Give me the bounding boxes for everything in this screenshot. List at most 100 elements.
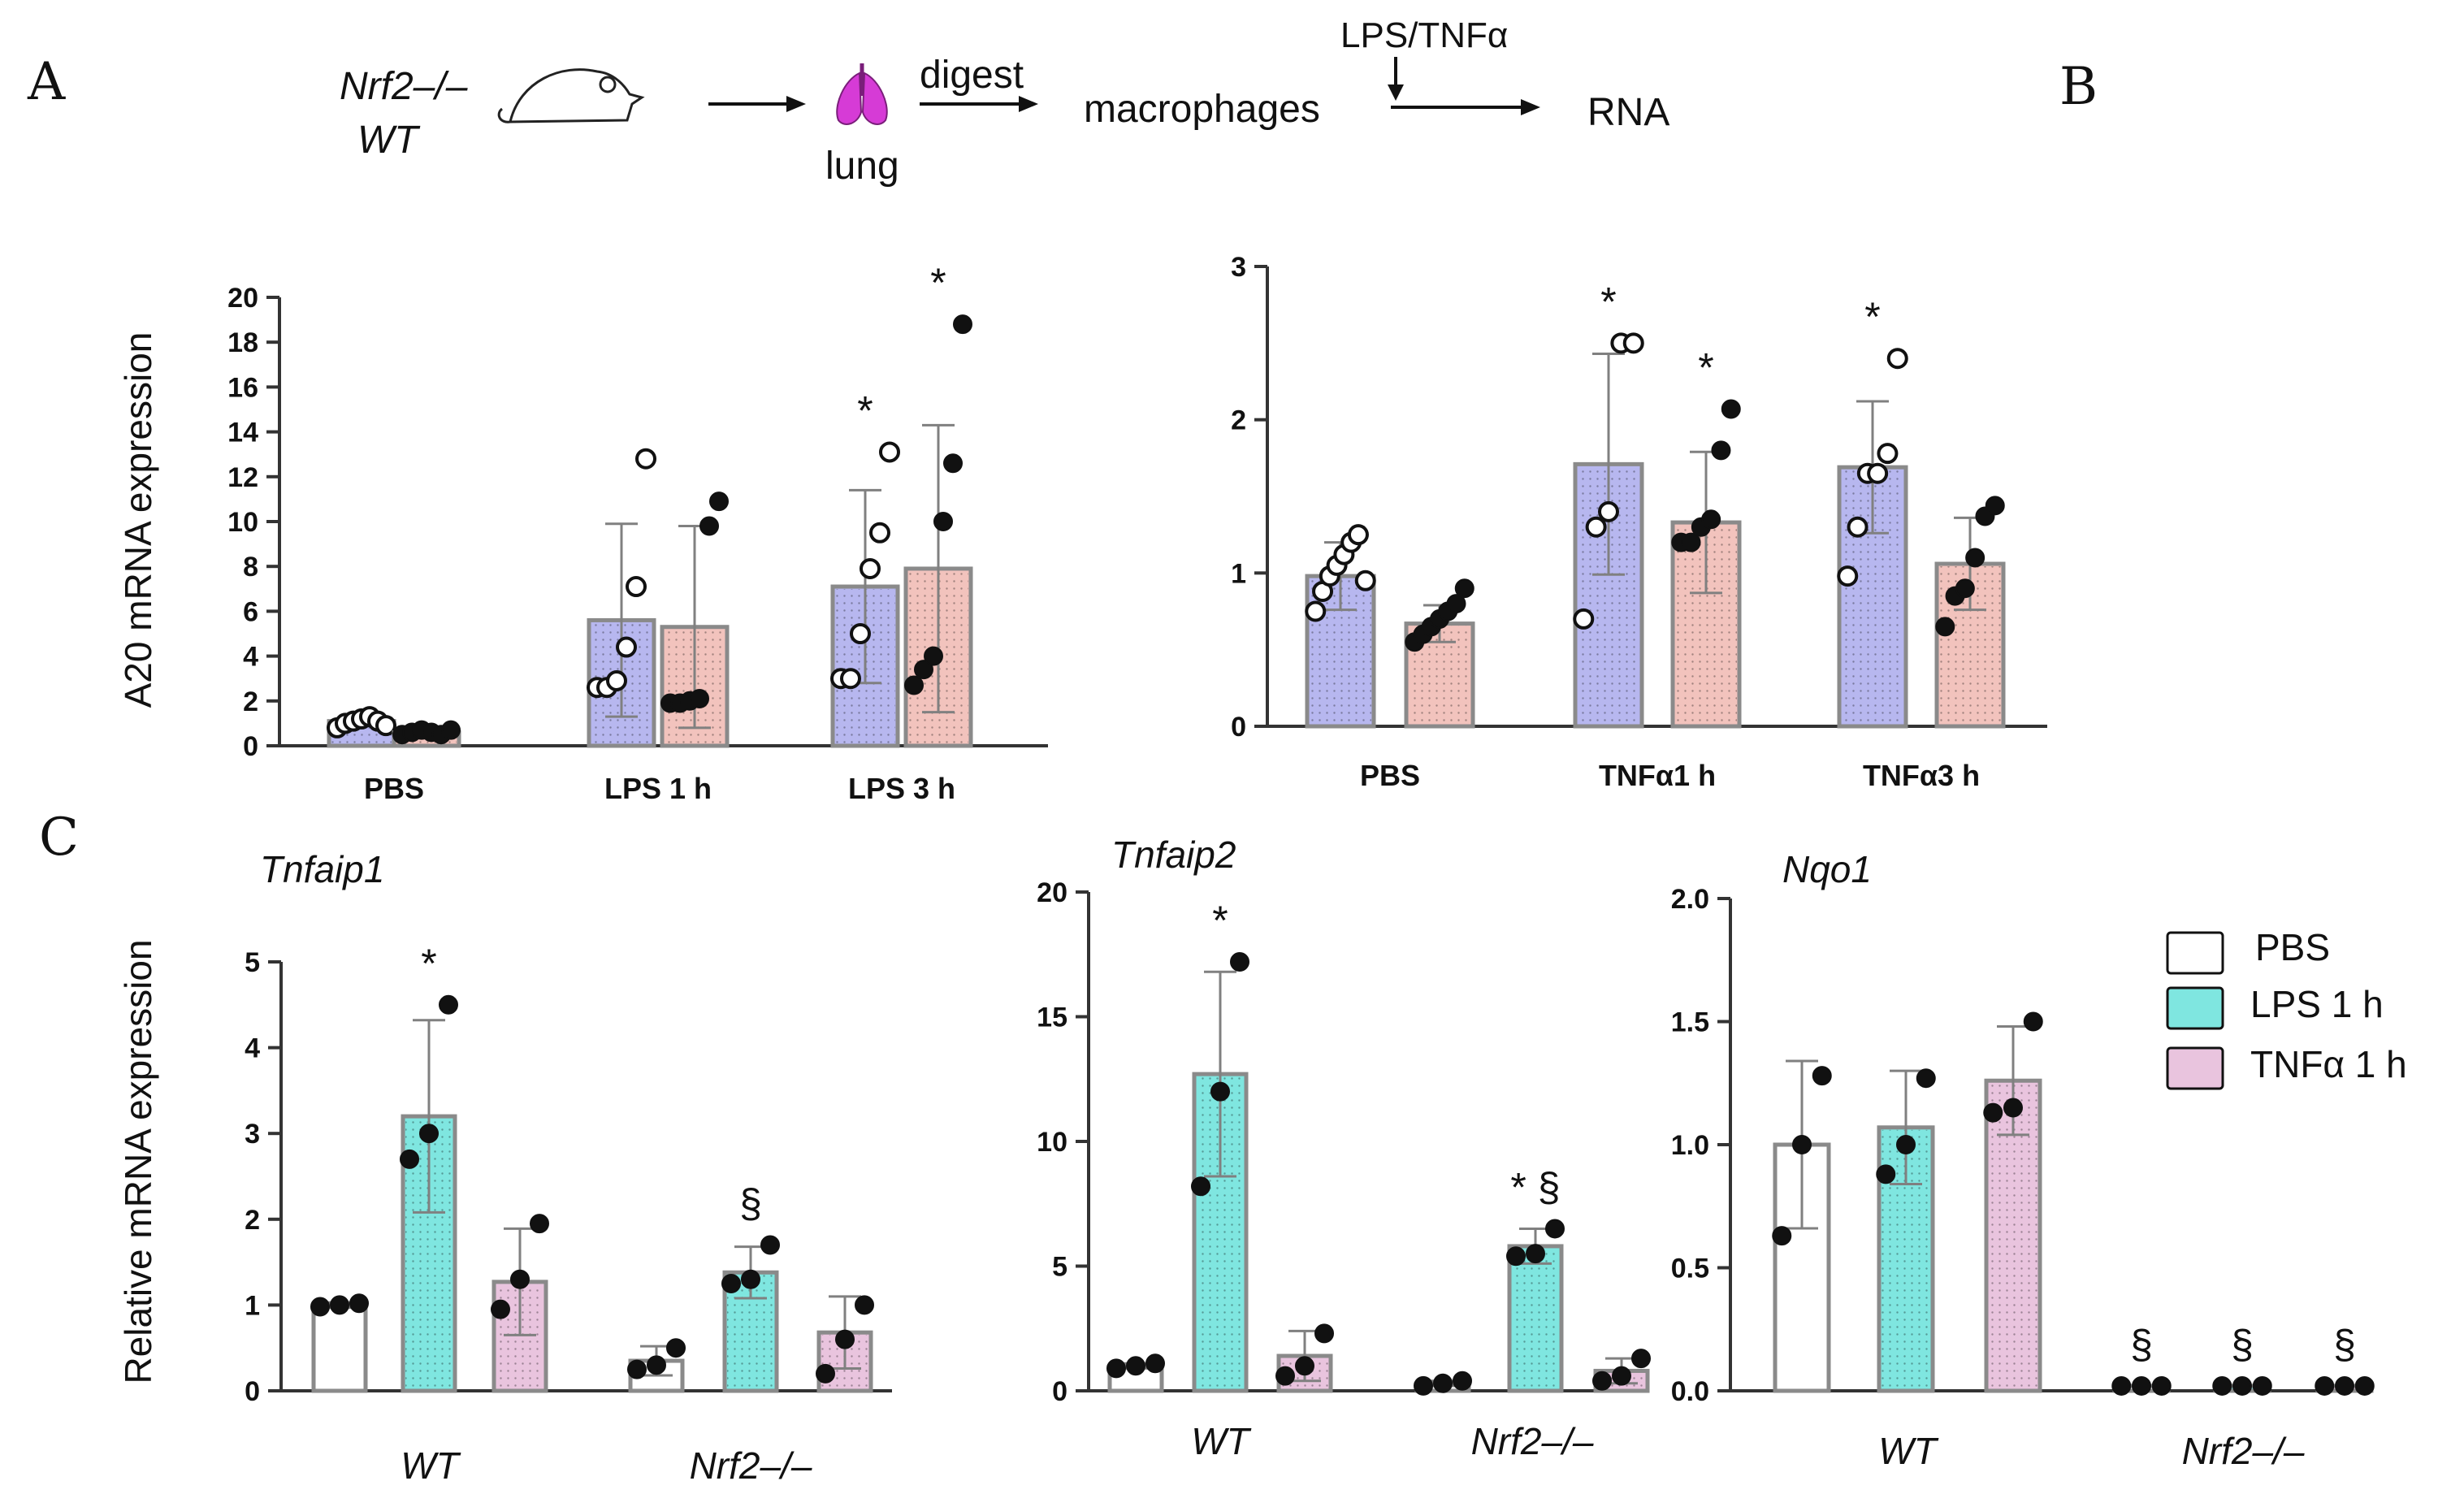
significance-mark: * xyxy=(930,260,946,305)
data-point xyxy=(2252,1375,2272,1396)
data-point xyxy=(1230,951,1249,972)
data-point xyxy=(1506,1246,1526,1267)
y-tick-label: 2 xyxy=(1231,405,1246,436)
bar xyxy=(311,1302,368,1393)
data-point xyxy=(1314,1323,1334,1344)
x-category-label: PBS xyxy=(364,772,424,805)
data-point xyxy=(1886,348,1908,370)
data-point xyxy=(1598,500,1619,522)
arrow-1-icon xyxy=(708,96,806,112)
data-point xyxy=(835,1329,855,1349)
legend-label-tnf: TNFα 1 h xyxy=(2250,1043,2407,1085)
bar-texture xyxy=(1512,1248,1559,1388)
data-point xyxy=(933,512,953,531)
significance-mark: * xyxy=(1864,294,1880,340)
y-tick-label: 12 xyxy=(227,462,258,493)
x-category-label: WT xyxy=(401,1444,461,1487)
legend-swatch-pbs xyxy=(2166,931,2224,975)
data-point xyxy=(647,1355,666,1375)
data-point xyxy=(1612,1366,1631,1386)
significance-mark: § xyxy=(2231,1322,2254,1367)
chart-c2: 0 5 10 15 20 * WT * § Nrf2–/– xyxy=(1037,877,1651,1462)
y-tick-label: 4 xyxy=(245,1033,260,1064)
data-point xyxy=(1545,1219,1565,1239)
data-point xyxy=(2003,1098,2023,1118)
data-point xyxy=(869,522,890,543)
data-point xyxy=(310,1297,330,1317)
data-point xyxy=(1965,548,1985,568)
x-category-label: Nrf2–/– xyxy=(2182,1430,2305,1472)
data-point xyxy=(1295,1356,1314,1376)
y-tick-label: 20 xyxy=(227,283,258,314)
data-point xyxy=(441,720,461,740)
data-point xyxy=(1433,1373,1453,1393)
data-point xyxy=(879,441,900,463)
data-point xyxy=(419,1124,439,1144)
x-category-label: TNFα3 h xyxy=(1863,759,1980,792)
data-point xyxy=(914,660,933,680)
x-category-label: Nrf2–/– xyxy=(1471,1420,1594,1462)
data-point xyxy=(2354,1375,2375,1396)
arrow-down-icon xyxy=(1388,57,1404,101)
scheme-genotype-wt: WT xyxy=(357,119,421,162)
data-point xyxy=(1935,617,1955,637)
data-point xyxy=(1916,1068,1936,1089)
y-tick-label: 14 xyxy=(227,418,258,448)
data-point xyxy=(1681,532,1701,552)
data-point xyxy=(953,314,972,335)
legend-swatch-tnf xyxy=(2166,1046,2224,1090)
x-category-label: LPS 1 h xyxy=(604,772,712,805)
significance-mark: § xyxy=(739,1180,762,1226)
data-point xyxy=(626,576,647,598)
y-tick-label: 1.0 xyxy=(1671,1130,1709,1161)
data-point xyxy=(1876,1164,1896,1184)
data-point xyxy=(1631,1349,1651,1369)
y-tick-label: 16 xyxy=(227,372,258,403)
y-tick-label: 5 xyxy=(1052,1252,1067,1283)
data-point xyxy=(1106,1358,1126,1379)
data-point xyxy=(1126,1356,1145,1376)
y-tick-label: 5 xyxy=(245,947,260,978)
data-point xyxy=(855,1295,874,1315)
x-category-label: WT xyxy=(1878,1430,1938,1472)
data-point xyxy=(1454,578,1475,599)
data-point xyxy=(2111,1375,2132,1396)
data-point xyxy=(1347,524,1369,546)
chart-a-ylabel: A20 mRNA expression xyxy=(117,332,159,708)
data-point xyxy=(1792,1135,1812,1154)
data-point xyxy=(616,636,637,658)
data-point xyxy=(850,623,871,644)
data-point xyxy=(840,668,861,690)
data-point xyxy=(1812,1066,1832,1086)
data-point xyxy=(1877,443,1899,465)
data-point xyxy=(2151,1375,2172,1396)
y-tick-label: 10 xyxy=(1037,1127,1067,1158)
data-point xyxy=(1983,1102,2003,1123)
data-point xyxy=(2212,1375,2232,1396)
y-tick-label: 1.5 xyxy=(1671,1007,1709,1038)
data-point xyxy=(699,516,719,536)
significance-mark: § xyxy=(2130,1322,2153,1367)
data-point xyxy=(1622,332,1644,354)
data-point xyxy=(860,557,881,579)
data-point xyxy=(1585,516,1607,538)
scheme-digest: digest xyxy=(920,54,1024,97)
significance-mark: * § xyxy=(1510,1164,1560,1210)
data-point xyxy=(1573,608,1595,630)
y-tick-label: 0.0 xyxy=(1671,1376,1709,1407)
chart-a: 0 2 4 6 8 10 12 14 16 18 20 PBS LPS 1 h * * LPS 3 h xyxy=(227,260,1048,805)
data-point xyxy=(904,675,924,695)
significance-mark: * xyxy=(421,941,436,986)
chart-b: 0 1 2 3 PBS * * TNFα1 h * TNFα3 h xyxy=(1231,252,2047,792)
scheme-cells: macrophages xyxy=(1084,88,1320,131)
y-tick-label: 1 xyxy=(1231,558,1246,589)
data-point xyxy=(1985,496,2005,516)
data-point xyxy=(1721,399,1741,419)
data-point xyxy=(1453,1371,1472,1391)
data-point xyxy=(721,1274,741,1293)
y-tick-label: 0 xyxy=(243,731,258,762)
data-point xyxy=(1526,1244,1545,1264)
x-category-label: LPS 3 h xyxy=(848,772,955,805)
y-tick-label: 1 xyxy=(245,1290,260,1321)
y-tick-label: 2 xyxy=(243,686,258,717)
